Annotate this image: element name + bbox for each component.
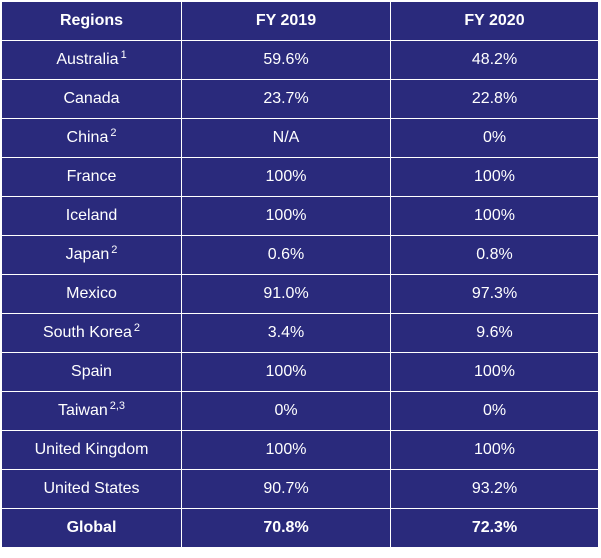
footnote-marker: 2: [133, 322, 141, 334]
footnote-marker: 2: [110, 127, 117, 139]
region-cell: France: [1, 157, 182, 197]
table-row: United States 90.7% 93.2%: [1, 469, 599, 509]
table-row: Australia 1 59.6% 48.2%: [1, 40, 599, 80]
region-cell: Iceland: [1, 196, 182, 236]
fy2019-cell: 59.6%: [181, 40, 391, 80]
fy2020-cell: 0%: [390, 391, 599, 431]
fy2019-cell: N/A: [181, 118, 391, 158]
fy2019-cell: 100%: [181, 196, 391, 236]
table-row: France 100% 100%: [1, 157, 599, 197]
header-fy-2019: FY 2019: [181, 1, 391, 41]
table-row: Japan 2 0.6% 0.8%: [1, 235, 599, 275]
region-cell: Taiwan 2,3: [1, 391, 182, 431]
fy2019-cell: 90.7%: [181, 469, 391, 509]
header-fy-2020: FY 2020: [390, 1, 599, 41]
table-row: United Kingdom 100% 100%: [1, 430, 599, 470]
footnote-marker: 2: [111, 244, 118, 256]
region-name: Japan: [65, 246, 110, 263]
fy2020-cell: 48.2%: [390, 40, 599, 80]
region-name: Canada: [63, 90, 120, 107]
region-cell: United States: [1, 469, 182, 509]
fy2020-cell: 100%: [390, 352, 599, 392]
table-row: Mexico 91.0% 97.3%: [1, 274, 599, 314]
region-cell: Japan 2: [1, 235, 182, 275]
table-row: Iceland 100% 100%: [1, 196, 599, 236]
total-fy2019: 70.8%: [181, 508, 391, 548]
footnote-marker: 2,3: [109, 400, 126, 412]
fy2019-cell: 0%: [181, 391, 391, 431]
table-row: Spain 100% 100%: [1, 352, 599, 392]
fy2019-cell: 91.0%: [181, 274, 391, 314]
fy2020-cell: 100%: [390, 196, 599, 236]
fy2020-cell: 100%: [390, 157, 599, 197]
region-cell: Mexico: [1, 274, 182, 314]
region-cell: Spain: [1, 352, 182, 392]
region-cell: South Korea 2: [1, 313, 182, 353]
region-name: Australia: [56, 51, 119, 68]
regions-table: Regions FY 2019 FY 2020 Australia 1 59.6%…: [1, 1, 599, 548]
fy2020-cell: 93.2%: [390, 469, 599, 509]
fy2019-cell: 100%: [181, 430, 391, 470]
fy2019-cell: 3.4%: [181, 313, 391, 353]
header-row: Regions FY 2019 FY 2020: [1, 1, 599, 41]
total-label: Global: [1, 508, 182, 548]
fy2019-cell: 100%: [181, 352, 391, 392]
region-name: Iceland: [65, 207, 118, 224]
region-name: United Kingdom: [34, 441, 149, 458]
fy2020-cell: 0%: [390, 118, 599, 158]
total-fy2020: 72.3%: [390, 508, 599, 548]
table-row: Taiwan 2,3 0% 0%: [1, 391, 599, 431]
regions-table-container: Regions FY 2019 FY 2020 Australia 1 59.6%…: [1, 0, 599, 548]
table-row: Canada 23.7% 22.8%: [1, 79, 599, 119]
fy2019-cell: 23.7%: [181, 79, 391, 119]
region-name: Mexico: [66, 285, 117, 302]
region-name: France: [66, 168, 117, 185]
fy2020-cell: 22.8%: [390, 79, 599, 119]
fy2019-cell: 100%: [181, 157, 391, 197]
fy2019-cell: 0.6%: [181, 235, 391, 275]
table-row: China 2 N/A 0%: [1, 118, 599, 158]
footnote-marker: 1: [120, 49, 127, 61]
region-cell: Australia 1: [1, 40, 182, 80]
table-row: South Korea 2 3.4% 9.6%: [1, 313, 599, 353]
region-cell: Canada: [1, 79, 182, 119]
region-name: South Korea: [42, 324, 132, 341]
fy2020-cell: 9.6%: [390, 313, 599, 353]
region-cell: United Kingdom: [1, 430, 182, 470]
fy2020-cell: 97.3%: [390, 274, 599, 314]
header-regions: Regions: [1, 1, 182, 41]
fy2020-cell: 100%: [390, 430, 599, 470]
global-total-row: Global 70.8% 72.3%: [1, 508, 599, 548]
region-name: United States: [43, 480, 140, 497]
region-name: Taiwan: [57, 402, 108, 419]
region-name: Spain: [71, 363, 112, 380]
region-name: China: [66, 129, 109, 146]
fy2020-cell: 0.8%: [390, 235, 599, 275]
region-cell: China 2: [1, 118, 182, 158]
